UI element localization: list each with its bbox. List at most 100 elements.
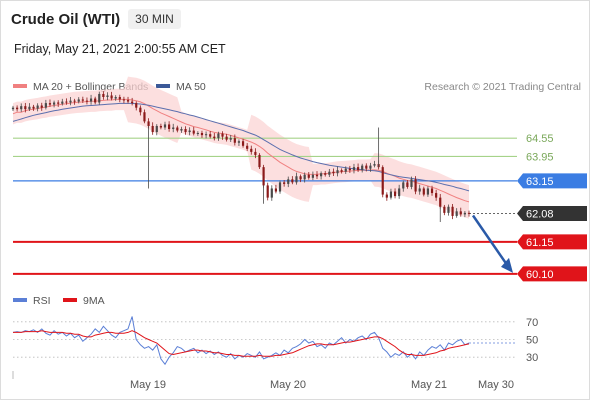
candle-body bbox=[28, 106, 31, 110]
candle-body bbox=[324, 173, 327, 175]
candle-body bbox=[176, 127, 179, 131]
candle-body bbox=[126, 100, 130, 102]
ma50-legend-swatch bbox=[156, 84, 170, 88]
level-support-tag bbox=[517, 234, 587, 250]
candle-body bbox=[258, 154, 261, 168]
candle-body bbox=[311, 174, 314, 178]
candle-body bbox=[439, 197, 442, 207]
price-levels bbox=[13, 137, 517, 275]
candle-body bbox=[422, 188, 425, 195]
candle-body bbox=[85, 100, 89, 102]
candle-body bbox=[44, 103, 47, 108]
level-resistance-label: 64.55 bbox=[526, 133, 554, 145]
candle-body bbox=[61, 101, 64, 104]
rsi-ma-legend-label: 9MA bbox=[83, 295, 105, 307]
candle-body bbox=[451, 206, 454, 216]
candle-body bbox=[77, 99, 80, 102]
rsi-tick-label: 50 bbox=[526, 335, 538, 347]
candle-body bbox=[299, 176, 302, 180]
ma50-line bbox=[12, 102, 470, 192]
level-support-tag-label: 60.10 bbox=[526, 269, 554, 281]
candle-body bbox=[81, 99, 84, 101]
candle-body bbox=[135, 103, 138, 108]
candle-body bbox=[102, 93, 105, 97]
rsi-tick-label: 30 bbox=[526, 352, 538, 364]
candle-body bbox=[11, 107, 15, 110]
candle-body bbox=[57, 102, 60, 104]
candle-body bbox=[250, 148, 253, 152]
candle-body bbox=[352, 167, 356, 171]
candle-body bbox=[332, 171, 335, 174]
candle-body bbox=[172, 127, 175, 130]
rsi-legend: RSI 9MA bbox=[13, 295, 105, 307]
candle-body bbox=[320, 173, 323, 177]
candle-body bbox=[262, 167, 265, 186]
x-axis: May 19 May 20 May 21 May 30 bbox=[12, 371, 514, 391]
candle-body bbox=[254, 151, 257, 155]
candle-body bbox=[94, 98, 97, 103]
candle-body bbox=[131, 101, 134, 104]
candle-body bbox=[361, 165, 364, 171]
level-pivot-tag bbox=[517, 173, 587, 189]
candle-body bbox=[209, 134, 212, 137]
x-tick-label: May 19 bbox=[130, 379, 166, 391]
candle-body bbox=[291, 179, 294, 183]
candle-body bbox=[435, 193, 438, 198]
candle-body bbox=[184, 129, 187, 133]
candle-body bbox=[180, 129, 183, 131]
candle-body bbox=[139, 107, 142, 113]
candle-body bbox=[307, 174, 310, 178]
candle-body bbox=[344, 168, 347, 172]
candle-body bbox=[295, 176, 298, 183]
instrument-title: Crude Oil (WTI) bbox=[11, 10, 121, 28]
timestamp: Friday, May 21, 2021 2:00:55 AM CET bbox=[14, 42, 226, 56]
candle-body bbox=[32, 106, 35, 109]
candle-body bbox=[303, 174, 306, 180]
candle-body bbox=[163, 124, 167, 128]
rsi-legend-swatch bbox=[13, 298, 27, 302]
candle-body bbox=[414, 179, 417, 192]
bollinger-band-area bbox=[13, 76, 469, 219]
timeframe-badge[interactable]: 30 MIN bbox=[128, 9, 181, 29]
level-resistance-label: 63.95 bbox=[526, 151, 554, 163]
candle-body bbox=[266, 185, 269, 198]
candle-body bbox=[229, 138, 232, 140]
candle-body bbox=[200, 132, 204, 136]
candlesticks bbox=[11, 91, 471, 223]
candle-body bbox=[369, 165, 372, 169]
candle-body bbox=[283, 182, 286, 184]
candle-body bbox=[426, 188, 430, 195]
candle-body bbox=[447, 206, 450, 213]
candle-body bbox=[348, 168, 351, 171]
candle-body bbox=[40, 105, 43, 108]
candle-body bbox=[36, 105, 39, 109]
candle-body bbox=[110, 95, 113, 99]
candle-body bbox=[16, 107, 19, 110]
candle-body bbox=[196, 132, 199, 134]
level-tags: 64.55 63.95 63.15 62.08 61.15 60.10 bbox=[517, 133, 587, 282]
candle-body bbox=[340, 170, 343, 172]
rsi-grid: 70 50 30 bbox=[13, 317, 538, 364]
rsi-ma-line bbox=[13, 330, 470, 357]
candle-body bbox=[418, 188, 421, 192]
candle-body bbox=[168, 124, 171, 130]
candle-body bbox=[278, 182, 282, 192]
candle-body bbox=[204, 134, 208, 136]
candle-body bbox=[398, 188, 401, 197]
candle-body bbox=[328, 171, 331, 175]
candle-body bbox=[143, 112, 146, 122]
candle-body bbox=[147, 121, 150, 126]
candle-body bbox=[315, 174, 319, 177]
candle-body bbox=[159, 125, 162, 128]
rsi-ma-legend-swatch bbox=[63, 298, 77, 302]
level-pivot-tag-label: 63.15 bbox=[526, 176, 554, 188]
level-last_price-tag bbox=[517, 205, 587, 221]
candle-body bbox=[365, 165, 368, 169]
candle-body bbox=[155, 125, 158, 133]
candle-body bbox=[246, 145, 249, 149]
candle-body bbox=[385, 194, 388, 198]
candle-body bbox=[463, 212, 466, 215]
rsi-tick-label: 70 bbox=[526, 317, 538, 329]
candle-body bbox=[106, 95, 109, 97]
